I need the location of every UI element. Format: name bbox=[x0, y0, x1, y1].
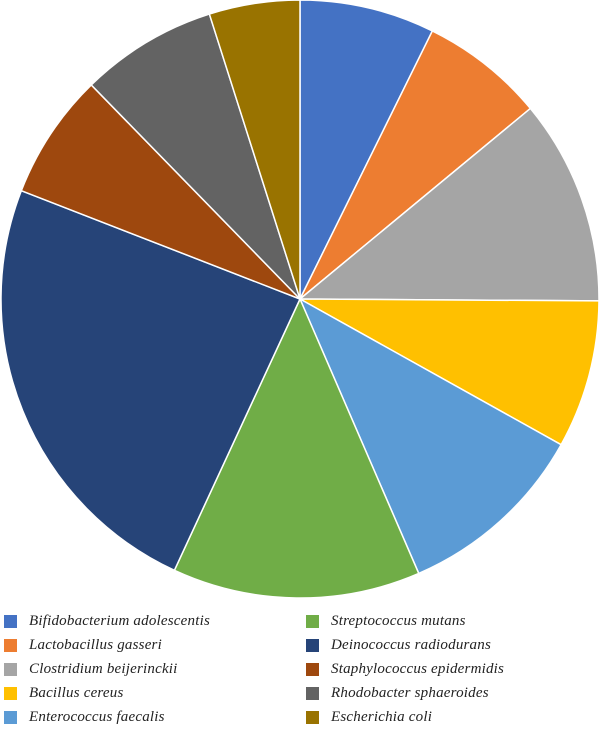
legend-label: Streptococcus mutans bbox=[331, 612, 466, 629]
legend-label: Lactobacillus gasseri bbox=[29, 636, 162, 653]
legend-item: Clostridium beijerinckii bbox=[4, 658, 178, 680]
legend-item: Rhodobacter sphaeroides bbox=[306, 682, 489, 704]
pie-slice-7 bbox=[20, 83, 301, 300]
chart-legend: Bifidobacterium adolescentis Lactobacillu… bbox=[0, 610, 600, 740]
legend-label: Rhodobacter sphaeroides bbox=[331, 684, 489, 701]
pie-slice-8 bbox=[90, 13, 301, 300]
pie-slice-1 bbox=[299, 29, 532, 300]
pie-slice-4 bbox=[298, 297, 563, 575]
pie-slice-0 bbox=[299, 0, 434, 300]
legend-item: Bacillus cereus bbox=[4, 682, 124, 704]
pie-slice-5 bbox=[173, 297, 420, 599]
pie-slice-9 bbox=[208, 0, 301, 300]
legend-label: Staphylococcus epidermidis bbox=[331, 660, 505, 677]
legend-item: Bifidobacterium adolescentis bbox=[4, 610, 210, 632]
pie-slice-2 bbox=[297, 107, 600, 302]
legend-item: Enterococcus faecalis bbox=[4, 706, 165, 728]
legend-swatch bbox=[306, 614, 319, 628]
legend-swatch bbox=[4, 710, 17, 724]
legend-label: Escherichia coli bbox=[331, 708, 433, 725]
legend-label: Enterococcus faecalis bbox=[29, 708, 165, 725]
legend-swatch bbox=[306, 686, 319, 700]
legend-item: Deinococcus radiodurans bbox=[306, 634, 491, 656]
pie-slice-6 bbox=[0, 189, 302, 572]
legend-swatch bbox=[306, 662, 319, 676]
legend-label: Bacillus cereus bbox=[29, 684, 124, 701]
legend-label: Bifidobacterium adolescentis bbox=[29, 612, 210, 629]
legend-label: Deinococcus radiodurans bbox=[331, 636, 491, 653]
legend-item: Lactobacillus gasseri bbox=[4, 634, 162, 656]
pie-slice-3 bbox=[299, 298, 600, 446]
legend-swatch bbox=[306, 710, 319, 724]
legend-swatch bbox=[4, 662, 17, 676]
legend-swatch bbox=[4, 686, 17, 700]
legend-item: Staphylococcus epidermidis bbox=[306, 658, 504, 680]
legend-label: Clostridium beijerinckii bbox=[29, 660, 178, 677]
legend-swatch bbox=[4, 614, 17, 628]
legend-item: Escherichia coli bbox=[306, 706, 432, 728]
pie-chart bbox=[0, 0, 600, 599]
legend-item: Streptococcus mutans bbox=[306, 610, 466, 632]
legend-swatch bbox=[306, 638, 319, 652]
legend-swatch bbox=[4, 638, 17, 652]
